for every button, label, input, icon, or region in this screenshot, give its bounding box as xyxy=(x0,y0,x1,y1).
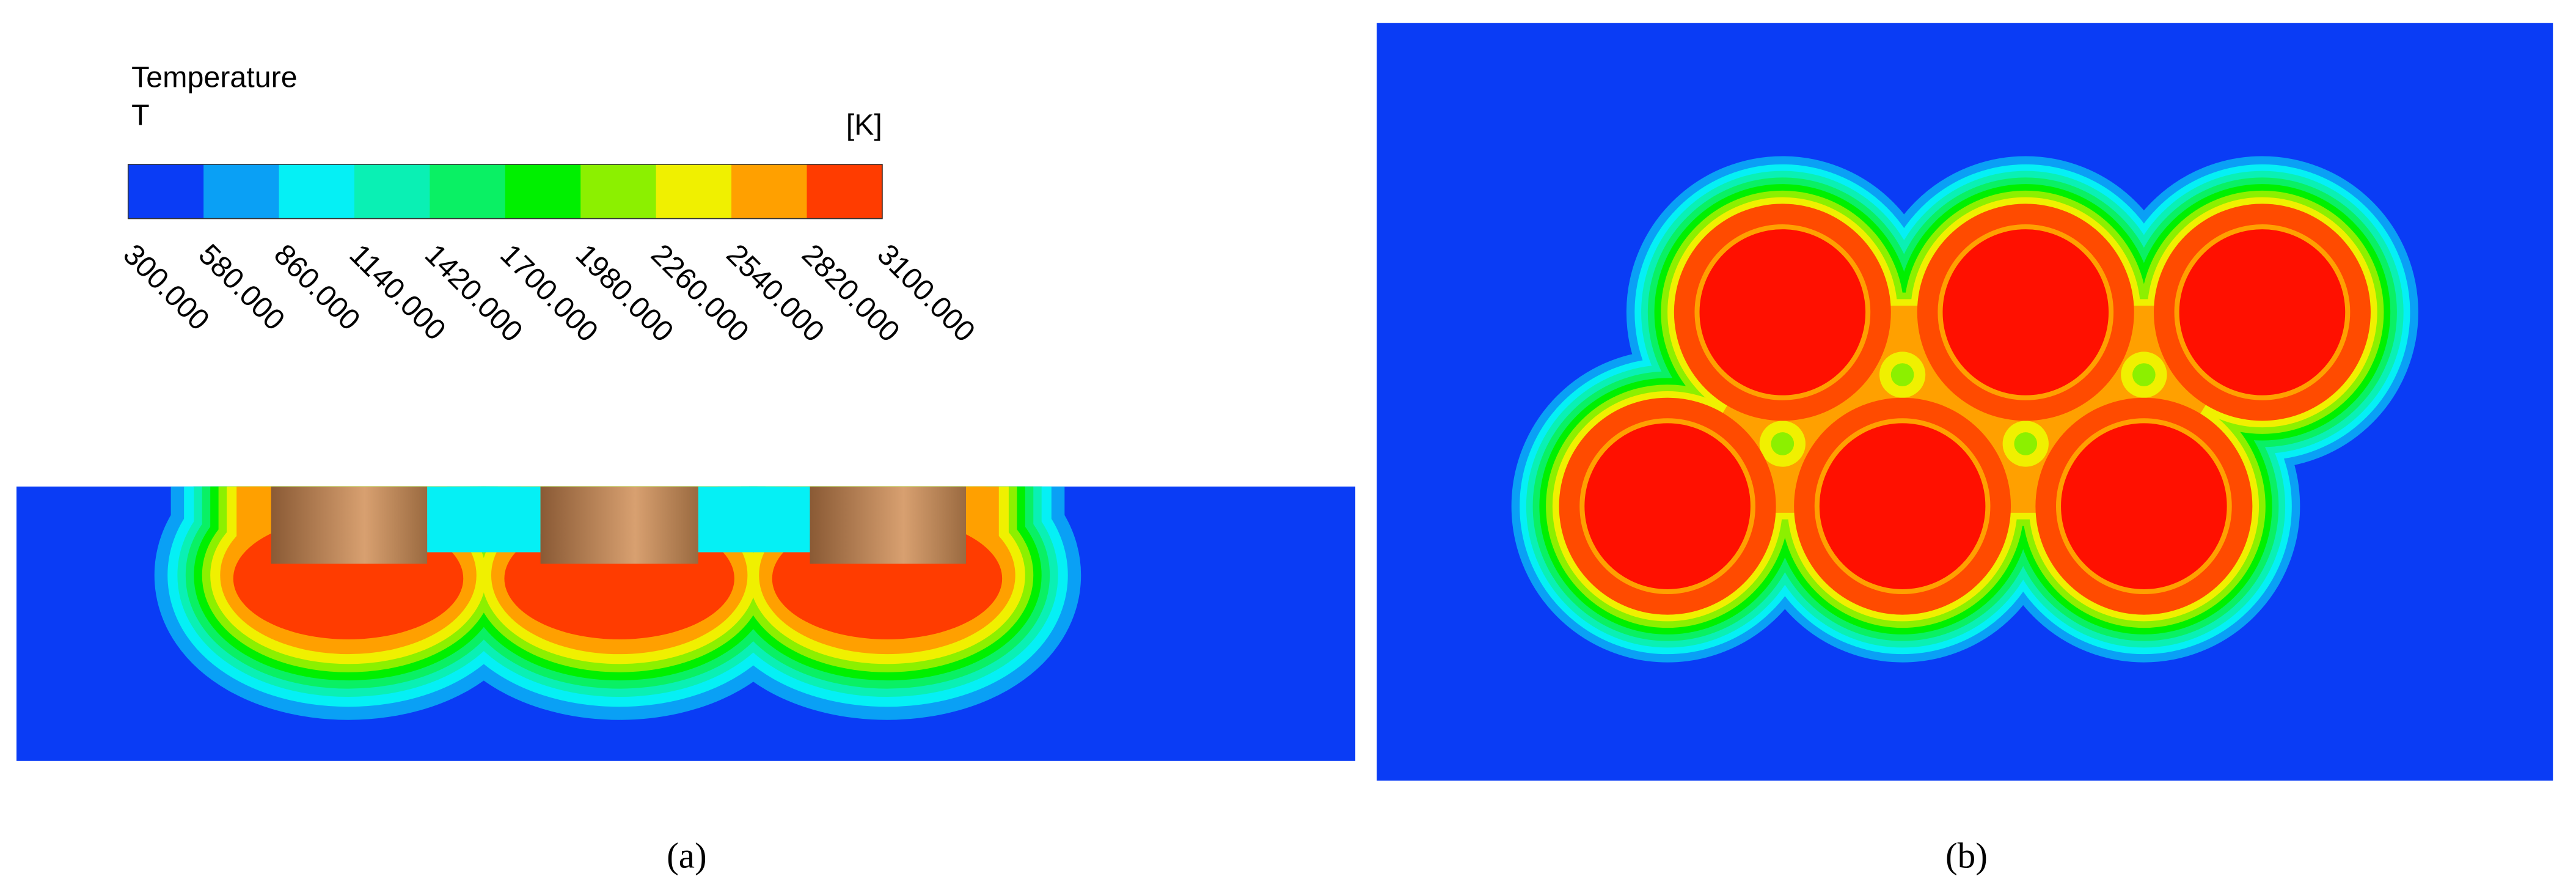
electrode xyxy=(271,486,428,564)
legend-swatch xyxy=(354,164,431,219)
electrode-section xyxy=(1579,418,1755,595)
color-bar xyxy=(127,164,883,219)
legend-swatch xyxy=(505,164,582,219)
panel-b xyxy=(1377,23,2553,781)
gap-region xyxy=(427,486,810,553)
legend-swatch xyxy=(731,164,808,219)
electrode-section xyxy=(1694,224,1871,400)
legend-unit: [K] xyxy=(846,108,882,141)
electrode-section xyxy=(1937,224,2114,400)
panel-label: (b) xyxy=(1945,836,1988,876)
legend-swatch xyxy=(580,164,657,219)
cool-spot xyxy=(1771,432,1795,455)
electrode xyxy=(540,486,698,564)
legend-title: Temperature xyxy=(131,61,298,94)
cool-spot xyxy=(1890,363,1914,386)
cool-spot xyxy=(2014,432,2038,455)
panel-label: (a) xyxy=(667,836,707,876)
legend-variable: T xyxy=(131,98,150,131)
legend-swatch xyxy=(430,164,506,219)
legend-swatch xyxy=(128,164,204,219)
legend-swatch xyxy=(203,164,280,219)
panel-a xyxy=(16,486,1356,761)
legend-swatch xyxy=(279,164,355,219)
legend-swatch xyxy=(807,164,883,219)
electrode-section xyxy=(2174,224,2351,400)
gap xyxy=(698,486,810,553)
color-bar-ticks: 300.000580.000860.0001140.0001420.000170… xyxy=(117,238,981,348)
color-bar-frame xyxy=(127,164,883,219)
electrode-section xyxy=(1814,418,1991,595)
electrode xyxy=(810,486,966,564)
legend-swatch xyxy=(656,164,732,219)
gap xyxy=(427,486,541,553)
electrode-section xyxy=(2056,418,2232,595)
cool-spot xyxy=(2132,363,2156,386)
